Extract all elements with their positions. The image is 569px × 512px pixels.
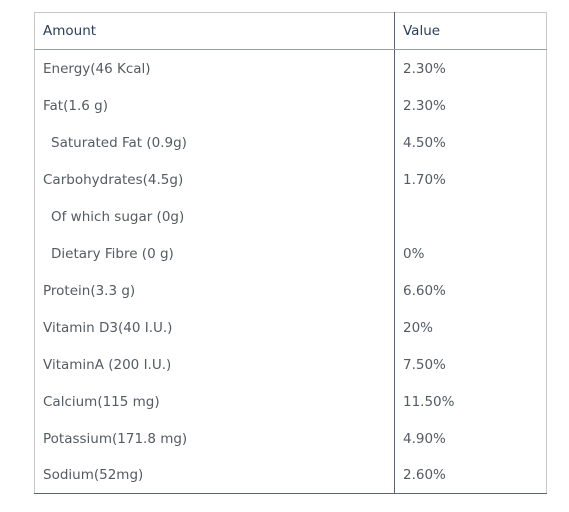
table-header-row: Amount Value	[34, 12, 547, 50]
cell-value: 6.60%	[403, 282, 446, 299]
cell-amount: Sodium(52mg)	[34, 457, 395, 494]
cell-value: 2.60%	[403, 467, 446, 483]
table-row: Saturated Fat (0.9g) 4.50%	[34, 124, 547, 161]
cell-amount: Dietary Fibre (0 g)	[34, 235, 395, 272]
table-row: VitaminA (200 I.U.) 7.50%	[34, 346, 547, 383]
table-row: Sodium(52mg) 2.60%	[34, 457, 547, 494]
cell-value: 20%	[403, 319, 434, 336]
cell-value: 0%	[403, 245, 425, 262]
cell-amount: Carbohydrates(4.5g)	[34, 161, 395, 198]
cell-amount: VitaminA (200 I.U.)	[34, 346, 395, 383]
cell-amount: Energy(46 Kcal)	[34, 49, 395, 87]
table-row: Fat(1.6 g) 2.30%	[34, 87, 547, 124]
cell-amount: Calcium(115 mg)	[34, 383, 395, 420]
nutrition-table: Amount Value Energy(46 Kcal) 2.30% Fat(1…	[34, 12, 547, 494]
cell-amount: Of which sugar (0g)	[34, 198, 395, 235]
cell-value: 4.90%	[403, 430, 446, 447]
cell-value	[395, 198, 547, 235]
cell-amount: Saturated Fat (0.9g)	[34, 124, 395, 161]
cell-amount: Potassium(171.8 mg)	[34, 420, 395, 457]
cell-value: 11.50%	[403, 393, 455, 410]
table-row: Dietary Fibre (0 g) 0%	[34, 235, 547, 272]
table-row: Protein(3.3 g) 6.60%	[34, 272, 547, 309]
header-amount: Amount	[34, 12, 395, 50]
cell-amount: Protein(3.3 g)	[34, 272, 395, 309]
cell-value: 2.30%	[403, 60, 446, 77]
cell-amount: Fat(1.6 g)	[34, 87, 395, 124]
cell-value: 1.70%	[403, 171, 446, 188]
cell-value: 2.30%	[403, 97, 446, 114]
table-row: Calcium(115 mg) 11.50%	[34, 383, 547, 420]
header-value: Value	[394, 12, 547, 50]
cell-amount: Vitamin D3(40 I.U.)	[34, 309, 395, 346]
cell-value: 7.50%	[403, 356, 446, 373]
cell-value: 4.50%	[403, 134, 446, 151]
table-row: Energy(46 Kcal) 2.30%	[34, 49, 547, 87]
table-row: Carbohydrates(4.5g) 1.70%	[34, 161, 547, 198]
table-row: Of which sugar (0g)	[34, 198, 547, 235]
table-row: Vitamin D3(40 I.U.) 20%	[34, 309, 547, 346]
table-row: Potassium(171.8 mg) 4.90%	[34, 420, 547, 457]
